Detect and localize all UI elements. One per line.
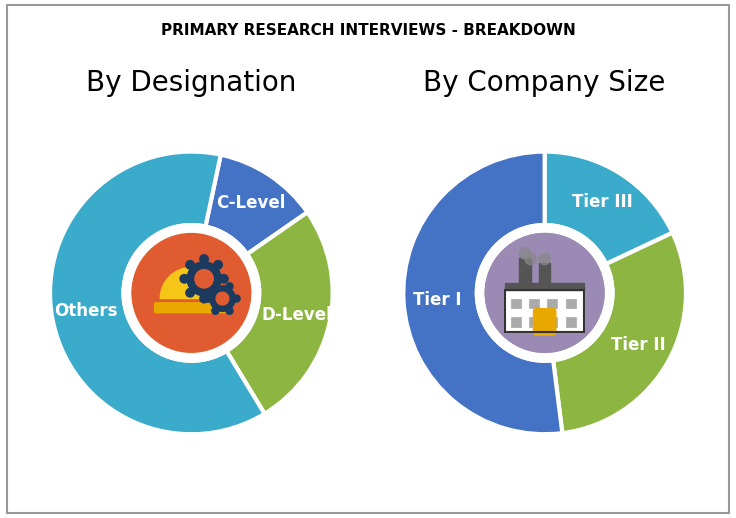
- FancyBboxPatch shape: [566, 317, 576, 327]
- Wedge shape: [545, 152, 673, 264]
- Circle shape: [219, 275, 228, 283]
- FancyBboxPatch shape: [566, 298, 576, 308]
- FancyBboxPatch shape: [155, 303, 228, 313]
- Circle shape: [519, 248, 531, 259]
- Circle shape: [212, 307, 219, 314]
- Circle shape: [186, 289, 194, 297]
- Circle shape: [475, 224, 614, 362]
- FancyBboxPatch shape: [534, 308, 556, 335]
- FancyBboxPatch shape: [511, 317, 520, 327]
- FancyBboxPatch shape: [505, 283, 584, 290]
- FancyBboxPatch shape: [529, 298, 539, 308]
- Wedge shape: [553, 233, 686, 433]
- Circle shape: [214, 289, 222, 297]
- FancyBboxPatch shape: [548, 298, 557, 308]
- Circle shape: [132, 234, 251, 352]
- Text: PRIMARY RESEARCH INTERVIEWS - BREAKDOWN: PRIMARY RESEARCH INTERVIEWS - BREAKDOWN: [160, 23, 576, 38]
- Text: Others: Others: [54, 302, 117, 320]
- Circle shape: [200, 255, 208, 263]
- Text: D-Level: D-Level: [261, 306, 332, 324]
- FancyBboxPatch shape: [539, 263, 551, 283]
- Text: C-Level: C-Level: [216, 194, 286, 212]
- Circle shape: [200, 294, 208, 303]
- Wedge shape: [50, 152, 264, 434]
- Circle shape: [205, 295, 212, 302]
- Text: Tier III: Tier III: [572, 193, 632, 211]
- Circle shape: [485, 234, 604, 352]
- Wedge shape: [403, 152, 562, 434]
- Wedge shape: [205, 155, 308, 254]
- Circle shape: [180, 275, 188, 283]
- Wedge shape: [227, 212, 333, 414]
- FancyBboxPatch shape: [548, 317, 557, 327]
- Circle shape: [186, 261, 194, 269]
- Text: Tier I: Tier I: [413, 291, 461, 309]
- Title: By Company Size: By Company Size: [423, 69, 666, 97]
- Circle shape: [216, 292, 229, 305]
- Circle shape: [210, 286, 236, 311]
- FancyBboxPatch shape: [505, 290, 584, 333]
- Circle shape: [212, 283, 219, 290]
- FancyBboxPatch shape: [519, 257, 531, 283]
- Circle shape: [187, 262, 221, 296]
- Circle shape: [195, 269, 213, 288]
- Circle shape: [226, 283, 233, 290]
- Circle shape: [122, 224, 261, 362]
- Circle shape: [233, 295, 240, 302]
- Circle shape: [226, 307, 233, 314]
- Circle shape: [525, 253, 536, 265]
- FancyBboxPatch shape: [529, 317, 539, 327]
- Text: Tier II: Tier II: [612, 336, 666, 354]
- FancyBboxPatch shape: [511, 298, 520, 308]
- Circle shape: [214, 261, 222, 269]
- Circle shape: [539, 253, 551, 265]
- Title: By Designation: By Designation: [86, 69, 297, 97]
- Circle shape: [485, 234, 604, 352]
- Wedge shape: [160, 267, 222, 298]
